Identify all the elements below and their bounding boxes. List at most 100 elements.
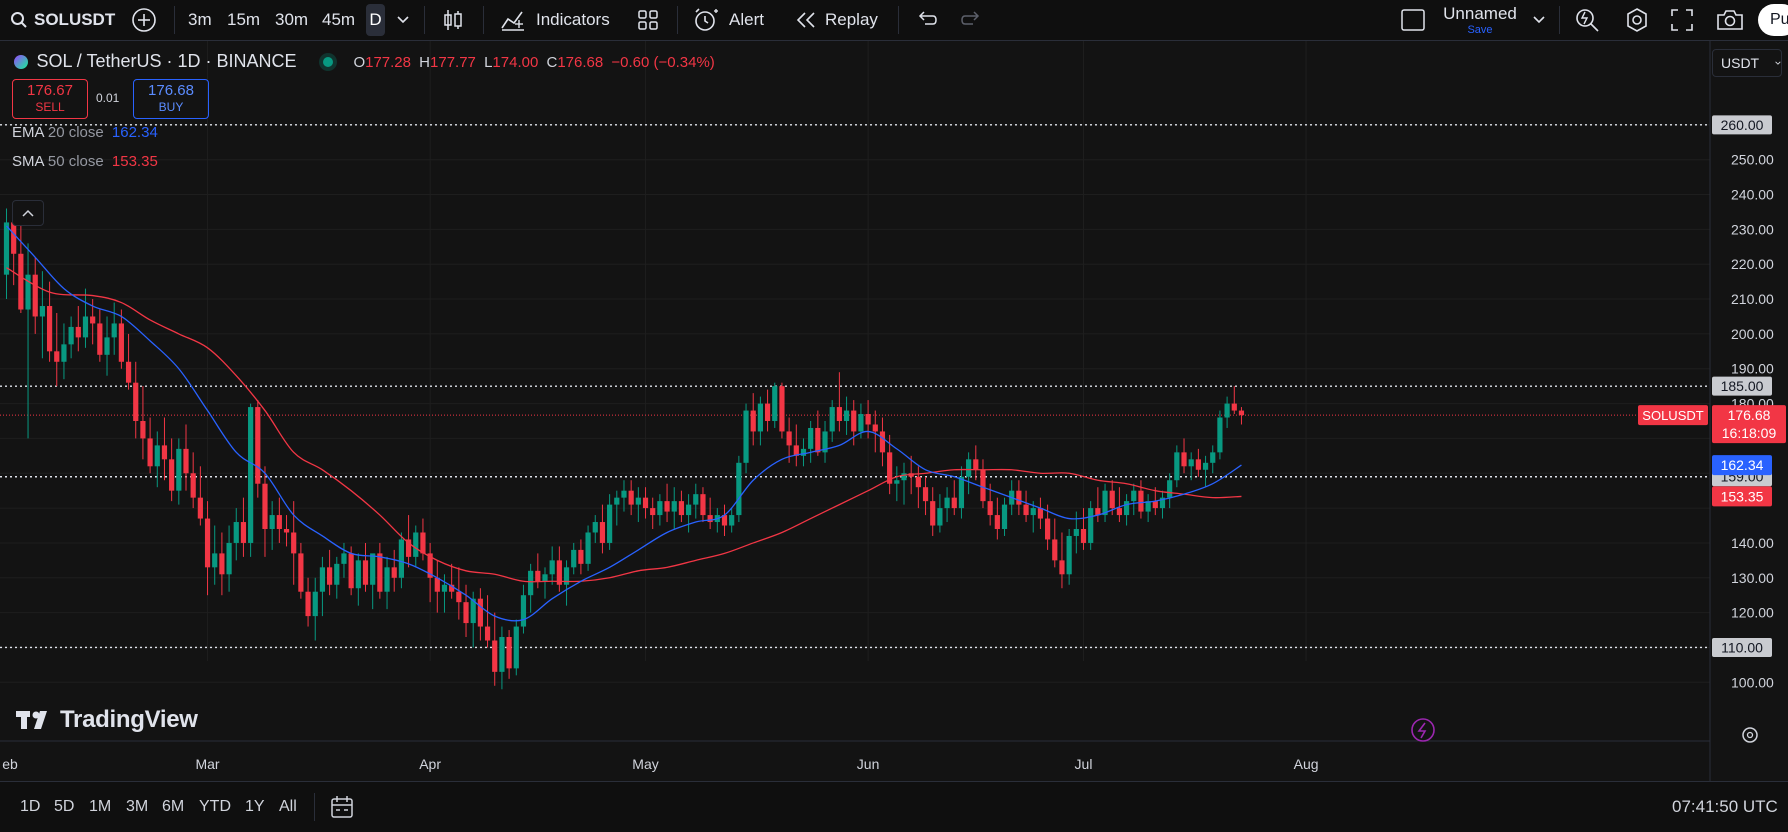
utc-clock[interactable]: 07:41:50 UTC bbox=[1672, 797, 1778, 816]
candle-down bbox=[183, 448, 189, 474]
candle-up bbox=[1174, 452, 1180, 481]
candle-up bbox=[1001, 504, 1008, 530]
indicators-button[interactable]: Indicators bbox=[500, 0, 610, 40]
sma-legend[interactable]: SMA 50 close 153.35 bbox=[12, 153, 158, 170]
candle-up bbox=[1145, 501, 1151, 512]
candle-down bbox=[535, 570, 541, 582]
candle-down bbox=[865, 414, 871, 425]
publish-button[interactable]: Pu bbox=[1758, 4, 1788, 36]
indicators-label: Indicators bbox=[536, 10, 610, 29]
interval-dropdown[interactable] bbox=[397, 0, 409, 40]
compare-button[interactable] bbox=[131, 0, 157, 40]
symbol-search[interactable]: SOLUSDT bbox=[10, 0, 115, 40]
alert-bolt-icon[interactable] bbox=[1411, 718, 1435, 742]
time-axis-label: Jun bbox=[857, 756, 880, 772]
ema-legend[interactable]: EMA 20 close 162.34 bbox=[12, 124, 158, 141]
chart-type-button[interactable] bbox=[443, 0, 463, 40]
interval-15m[interactable]: 15m bbox=[227, 10, 261, 29]
candle-down bbox=[18, 253, 24, 310]
sell-button[interactable]: 176.67 SELL bbox=[12, 79, 88, 119]
candle-up bbox=[757, 403, 763, 432]
candle-up bbox=[736, 462, 742, 516]
last-price-label-bg bbox=[1712, 405, 1786, 444]
candle-down bbox=[1095, 508, 1101, 516]
range-1y[interactable]: 1Y bbox=[245, 798, 265, 815]
candle-up bbox=[233, 522, 239, 543]
candle-down bbox=[1016, 490, 1022, 505]
calendar-range-icon bbox=[331, 796, 353, 818]
price-chart[interactable]: 250.00 240.00 230.00 220.00 210.00 200.00 190.… bbox=[0, 41, 1788, 781]
tradingview-watermark: TradingView bbox=[16, 706, 198, 734]
range-all[interactable]: All bbox=[279, 798, 297, 815]
candle-up bbox=[607, 504, 613, 543]
candle-down bbox=[1138, 490, 1144, 512]
fullscreen-button[interactable] bbox=[1671, 0, 1693, 40]
range-5d[interactable]: 5D bbox=[54, 798, 75, 815]
candle-down bbox=[879, 431, 886, 453]
range-1d[interactable]: 1D bbox=[20, 798, 41, 815]
collapse-legend-button[interactable] bbox=[12, 200, 44, 226]
candle-up bbox=[226, 542, 232, 575]
candle-up bbox=[248, 407, 254, 543]
sma-price-label: 153.35 bbox=[1721, 488, 1764, 504]
candle-up bbox=[966, 459, 972, 477]
layout-dropdown[interactable] bbox=[1533, 0, 1545, 40]
interval-3m[interactable]: 3m bbox=[188, 10, 212, 29]
candle-up bbox=[937, 508, 943, 526]
chart-pane[interactable]: 250.00 240.00 230.00 220.00 210.00 200.00 190.… bbox=[0, 41, 1788, 781]
candle-down bbox=[1059, 560, 1065, 575]
candle-up bbox=[592, 522, 598, 533]
candle-down bbox=[32, 274, 38, 317]
layout-checkbox[interactable] bbox=[1401, 0, 1425, 40]
undo-icon bbox=[918, 11, 937, 25]
time-axis-label: Mar bbox=[195, 756, 219, 772]
candle-up bbox=[1188, 459, 1194, 467]
price-tick-label: 140.00 bbox=[1731, 535, 1774, 551]
time-axis-label: Apr bbox=[419, 756, 441, 772]
candle-up bbox=[585, 532, 591, 564]
horizontal-line-label: 260.00 bbox=[1721, 117, 1764, 133]
candle-up bbox=[1202, 462, 1209, 470]
rewind-icon bbox=[796, 12, 815, 28]
price-tick-label: 240.00 bbox=[1731, 187, 1774, 203]
settings-button[interactable] bbox=[1624, 0, 1650, 40]
price-tick-label: 210.00 bbox=[1731, 291, 1774, 307]
layouts-button[interactable] bbox=[637, 0, 659, 40]
goto-date-button[interactable] bbox=[330, 782, 354, 832]
quick-search-button[interactable] bbox=[1574, 0, 1600, 40]
interval-30m[interactable]: 30m bbox=[275, 10, 309, 29]
snapshot-button[interactable] bbox=[1716, 0, 1744, 40]
range-3m[interactable]: 3M bbox=[126, 798, 149, 815]
replay-button[interactable]: Replay bbox=[795, 0, 878, 40]
candle-up bbox=[1088, 508, 1094, 543]
candle-up bbox=[772, 386, 778, 421]
ema-price-label-bg bbox=[1712, 455, 1772, 476]
layout-name[interactable]: Unnamed Save bbox=[1442, 4, 1518, 36]
horizontal-gridlines bbox=[0, 124, 1710, 683]
candle-up bbox=[944, 497, 950, 509]
candle-up bbox=[269, 515, 275, 530]
undo-button[interactable] bbox=[915, 0, 937, 40]
axis-settings-icon[interactable] bbox=[1742, 727, 1758, 743]
candle-up bbox=[499, 637, 505, 672]
range-1m[interactable]: 1M bbox=[89, 798, 112, 815]
interval-d-active[interactable]: D bbox=[366, 4, 385, 36]
market-status-dot[interactable] bbox=[322, 57, 333, 67]
alert-button[interactable]: Alert bbox=[693, 0, 764, 40]
interval-45m[interactable]: 45m bbox=[322, 10, 356, 29]
chevron-down-icon bbox=[1533, 16, 1545, 24]
range-ytd[interactable]: YTD bbox=[199, 798, 231, 815]
candle-up bbox=[829, 407, 835, 432]
candle-down bbox=[851, 410, 857, 432]
range-6m[interactable]: 6M bbox=[162, 798, 185, 815]
redo-button[interactable] bbox=[961, 0, 983, 40]
candle-down bbox=[283, 529, 290, 533]
candle-up bbox=[1102, 490, 1108, 516]
candle-up bbox=[520, 595, 527, 627]
candle-down bbox=[463, 602, 469, 624]
buy-button[interactable]: 176.68 BUY bbox=[133, 79, 209, 119]
currency-selector[interactable]: USDT bbox=[1712, 49, 1782, 77]
candle-up bbox=[549, 560, 555, 575]
toolbar-divider bbox=[174, 6, 175, 34]
candle-down bbox=[434, 577, 440, 592]
